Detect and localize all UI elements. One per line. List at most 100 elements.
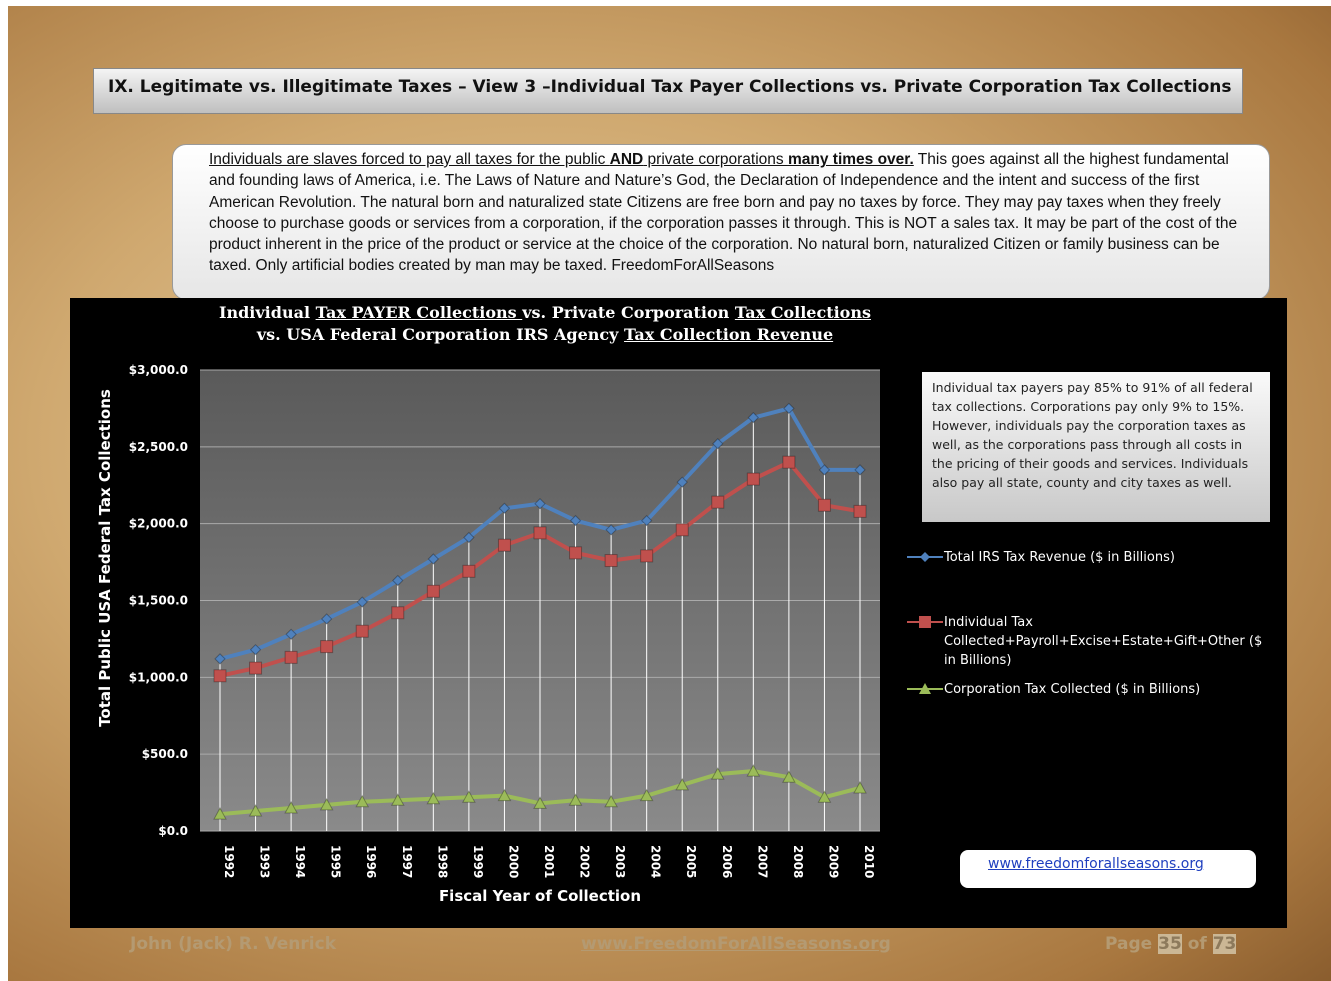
marker bbox=[604, 794, 618, 808]
marker bbox=[427, 553, 440, 565]
marker bbox=[639, 788, 654, 802]
marker bbox=[426, 584, 440, 598]
marker bbox=[285, 628, 297, 641]
legend-entry: Corporation Tax Collected ($ in Billions… bbox=[944, 682, 1201, 697]
x-tick-label: 1999 bbox=[471, 845, 485, 878]
marker bbox=[640, 514, 653, 527]
marker bbox=[319, 797, 334, 811]
marker bbox=[676, 476, 688, 488]
marker bbox=[782, 770, 796, 783]
chart-title: Individual Tax PAYER Collections vs. Pri… bbox=[180, 302, 910, 346]
legend-entry: Individual Tax Collected+Payroll+Excise+… bbox=[944, 615, 1263, 668]
marker bbox=[783, 402, 795, 415]
title-line: vs. USA Federal Corporation IRS Agency T… bbox=[180, 324, 910, 346]
chart: Total Public USA Federal Tax Collections… bbox=[96, 363, 880, 905]
x-tick-label: 1997 bbox=[400, 845, 414, 878]
marker bbox=[462, 564, 476, 578]
note-box: Individual tax payers pay 85% to 91% of … bbox=[922, 372, 1270, 522]
marker bbox=[249, 661, 263, 675]
text: private corporations bbox=[643, 151, 788, 168]
y-tick-label: $1,000.0 bbox=[129, 670, 188, 684]
marker bbox=[534, 497, 546, 510]
text: 73 bbox=[1212, 934, 1237, 954]
legend-marker bbox=[919, 616, 931, 628]
marker bbox=[746, 764, 761, 777]
text: many times over. bbox=[787, 151, 914, 168]
marker bbox=[533, 796, 547, 809]
x-tick-label: 1998 bbox=[435, 845, 449, 878]
marker bbox=[782, 455, 796, 469]
text: Tax Collection Revenue bbox=[624, 325, 834, 344]
marker bbox=[604, 554, 618, 568]
marker bbox=[426, 791, 441, 805]
marker bbox=[320, 613, 333, 625]
marker bbox=[497, 788, 512, 802]
text: Individual bbox=[219, 303, 316, 322]
marker bbox=[498, 502, 511, 515]
marker bbox=[711, 495, 725, 509]
marker bbox=[213, 807, 227, 820]
legend-entry: Total IRS Tax Revenue ($ in Billions) bbox=[944, 550, 1175, 565]
marker bbox=[747, 411, 760, 424]
marker bbox=[497, 538, 511, 552]
marker bbox=[390, 793, 405, 806]
x-tick-label: 2005 bbox=[684, 845, 698, 878]
text: 35 bbox=[1158, 934, 1182, 954]
footer-site: www.FreedomForAllSeasons.org bbox=[581, 934, 891, 954]
marker bbox=[640, 549, 654, 563]
marker bbox=[284, 800, 298, 814]
legend-keys bbox=[907, 552, 943, 694]
marker bbox=[355, 794, 370, 808]
text: Individuals are slaves forced to pay all… bbox=[209, 151, 610, 168]
marker bbox=[568, 793, 583, 806]
x-tick-label: 1996 bbox=[364, 845, 378, 878]
x-tick-label: 1994 bbox=[293, 845, 307, 878]
y-tick-label: $1,500.0 bbox=[129, 594, 188, 608]
legend-marker bbox=[919, 683, 931, 694]
marker bbox=[817, 790, 832, 803]
x-tick-label: 2009 bbox=[826, 845, 840, 878]
x-tick-label: 2000 bbox=[506, 845, 520, 878]
marker bbox=[675, 777, 690, 791]
y-tick-label: $0.0 bbox=[158, 824, 188, 838]
marker bbox=[710, 767, 725, 780]
x-tick-label: 2007 bbox=[755, 845, 769, 878]
marker bbox=[533, 526, 547, 540]
x-tick-label: 2008 bbox=[791, 845, 805, 878]
text: Page bbox=[1105, 934, 1153, 954]
x-tick-label: 1992 bbox=[222, 845, 236, 878]
text: vs. USA Federal Corporation IRS Agency bbox=[256, 325, 625, 344]
x-tick-label: 2002 bbox=[578, 845, 592, 878]
marker bbox=[818, 464, 831, 476]
x-tick-label: 2004 bbox=[649, 845, 663, 878]
x-tick-label: 2010 bbox=[862, 845, 876, 878]
marker bbox=[853, 780, 867, 794]
marker bbox=[284, 650, 298, 664]
text: Tax Collections bbox=[734, 303, 871, 322]
footer-page: Page 35 of 73 bbox=[1105, 934, 1237, 954]
y-axis-label: Total Public USA Federal Tax Collections bbox=[96, 389, 114, 727]
y-tick-label: $500.0 bbox=[142, 747, 188, 761]
title-line: Individual Tax PAYER Collections vs. Pri… bbox=[180, 302, 910, 324]
marker bbox=[355, 624, 369, 638]
x-tick-label: 2001 bbox=[542, 845, 556, 878]
marker bbox=[569, 546, 583, 560]
marker bbox=[712, 438, 724, 450]
marker bbox=[675, 523, 689, 537]
y-tick-label: $2,000.0 bbox=[129, 517, 188, 531]
scroll-text: Individuals are slaves forced to pay all… bbox=[172, 144, 1270, 300]
marker bbox=[746, 472, 760, 486]
text: AND bbox=[609, 151, 644, 168]
text: This goes against all the highest fundam… bbox=[209, 151, 1238, 275]
link[interactable]: www.freedomforallseasons.org bbox=[960, 850, 1256, 888]
footer-author: John (Jack) R. Venrick bbox=[130, 934, 337, 954]
y-tick-label: $2,500.0 bbox=[129, 440, 188, 454]
marker bbox=[605, 524, 617, 536]
marker bbox=[249, 643, 262, 656]
text: vs. Private Corporation bbox=[522, 303, 735, 322]
text: of bbox=[1187, 934, 1207, 954]
x-tick-label: 1993 bbox=[258, 845, 272, 878]
marker bbox=[213, 669, 227, 683]
marker bbox=[854, 464, 866, 476]
